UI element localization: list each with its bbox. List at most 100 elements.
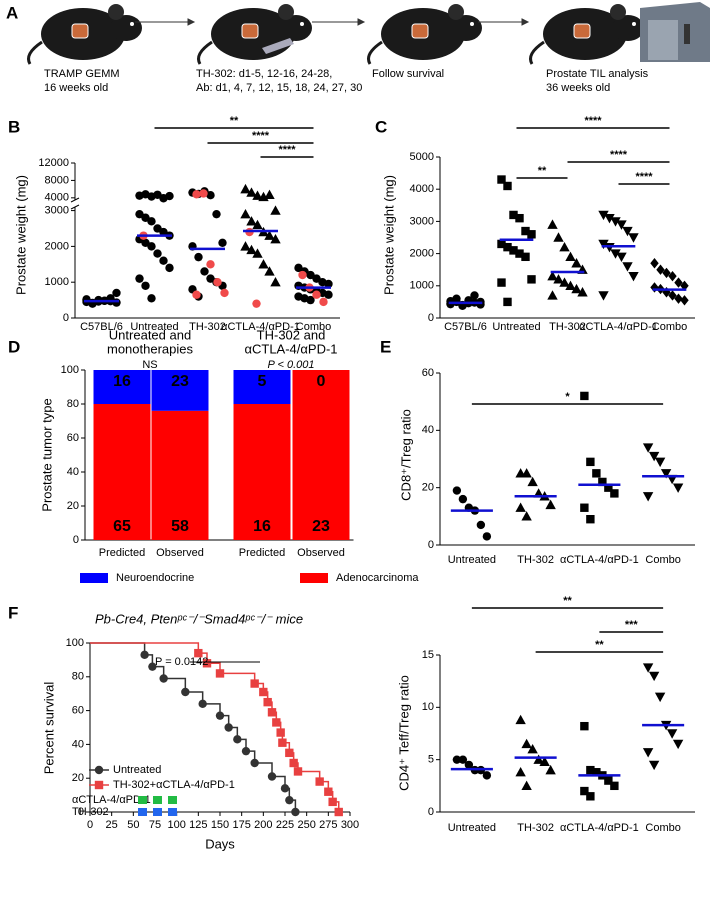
x-tick-label: αCTLA-4/αPD-1: [560, 822, 639, 834]
step-text: TH-302: d1-5, 12-16, 24-28,: [196, 68, 332, 80]
data-point: [565, 280, 576, 290]
event-marker: [334, 807, 343, 817]
data-point: [264, 266, 275, 276]
data-point: [598, 239, 609, 250]
data-point: [497, 278, 506, 287]
data-point: [246, 244, 257, 255]
schedule-label: TH-302: [72, 806, 109, 818]
data-point: [521, 738, 532, 749]
highlight-point: [192, 290, 201, 299]
event-marker: [250, 679, 259, 688]
count-label: 65: [113, 518, 131, 535]
data-point: [622, 262, 633, 272]
data-point: [270, 276, 281, 287]
data-point: [147, 294, 156, 303]
significance-label: **: [595, 639, 604, 651]
data-point: [547, 270, 558, 281]
data-point: [252, 190, 263, 200]
y-tick-label: 40: [422, 424, 434, 436]
panel-letter: C: [375, 117, 387, 136]
data-point: [586, 515, 595, 524]
count-label: 16: [253, 518, 271, 535]
x-tick-label: αCTLA-4/αPD-1: [221, 321, 300, 333]
y-tick-label: 60: [67, 432, 79, 444]
x-tick-label: TH-302: [189, 321, 226, 333]
bar-segment: [151, 410, 209, 540]
data-point: [668, 270, 677, 282]
data-point: [324, 279, 333, 289]
y-axis-label: Prostate weight (mg): [13, 175, 28, 295]
x-tick-label: Observed: [297, 547, 345, 559]
panel-letter: E: [380, 337, 391, 356]
legend-marker: [94, 780, 104, 790]
data-point: [660, 469, 672, 479]
data-point: [666, 729, 678, 739]
step-text: Prostate TIL analysis: [546, 68, 649, 80]
x-tick-label: 225: [276, 819, 294, 831]
count-label: 23: [171, 373, 189, 390]
x-tick-label: αCTLA-4/αPD-1: [560, 554, 639, 566]
data-point: [533, 754, 544, 764]
data-point: [270, 234, 281, 244]
step-text: TRAMP GEMM: [44, 68, 120, 80]
data-point: [497, 175, 506, 184]
x-tick-label: TH-302: [549, 321, 586, 333]
data-point: [565, 251, 576, 262]
data-point: [628, 271, 639, 282]
data-point: [559, 241, 570, 252]
data-point: [674, 277, 683, 288]
group-title: Untreated and: [109, 327, 191, 342]
legend-swatch: [300, 573, 328, 583]
highlight-point: [199, 189, 208, 198]
data-point: [515, 213, 524, 223]
y-tick-label: 0: [428, 539, 434, 551]
data-point: [476, 520, 486, 530]
data-point: [559, 277, 570, 287]
y-tick-label: 10: [422, 701, 434, 713]
data-point: [264, 230, 275, 240]
legend-marker: [94, 765, 104, 775]
data-point: [159, 256, 168, 265]
data-point: [547, 290, 558, 300]
x-tick-label: TH-302: [517, 822, 554, 834]
legend-swatch: [80, 573, 108, 583]
data-point: [306, 295, 315, 305]
data-point: [580, 721, 589, 731]
bar-segment: [233, 404, 291, 540]
x-tick-label: C57BL/6: [444, 321, 487, 333]
data-point: [240, 208, 251, 219]
data-point: [240, 241, 251, 251]
mouse-icon: [197, 2, 314, 66]
schedule-block: [153, 796, 162, 804]
event-marker: [272, 718, 281, 727]
count-label: 23: [312, 518, 330, 535]
panel-letter: B: [8, 117, 20, 136]
significance-label: **: [538, 165, 547, 177]
data-point: [654, 457, 666, 468]
data-point: [515, 767, 526, 777]
legend-label: Neuroendocrine: [116, 572, 194, 584]
bar-segment: [292, 370, 350, 540]
data-point: [135, 274, 144, 283]
x-tick-label: 175: [232, 819, 250, 831]
data-point: [165, 263, 174, 273]
y-tick-label: 1000: [45, 276, 69, 288]
data-point: [654, 692, 666, 703]
x-tick-label: TH-302: [517, 554, 554, 566]
x-tick-label: Predicted: [99, 547, 145, 559]
data-point: [452, 755, 462, 764]
y-tick-label: 3000: [410, 215, 434, 227]
data-point: [648, 451, 660, 462]
step-text: 16 weeks old: [44, 82, 108, 94]
y-tick-label: 20: [72, 772, 84, 784]
count-label: 16: [113, 373, 131, 390]
y-tick-label: 8000: [45, 174, 69, 186]
x-tick-label: Combo: [296, 321, 331, 333]
y-tick-label: 0: [78, 806, 84, 818]
significance-label: ****: [635, 171, 653, 183]
significance-label: **: [563, 595, 572, 607]
event-marker: [285, 795, 294, 805]
x-tick-label: 125: [189, 819, 207, 831]
data-point: [452, 486, 462, 495]
highlight-point: [192, 190, 201, 199]
